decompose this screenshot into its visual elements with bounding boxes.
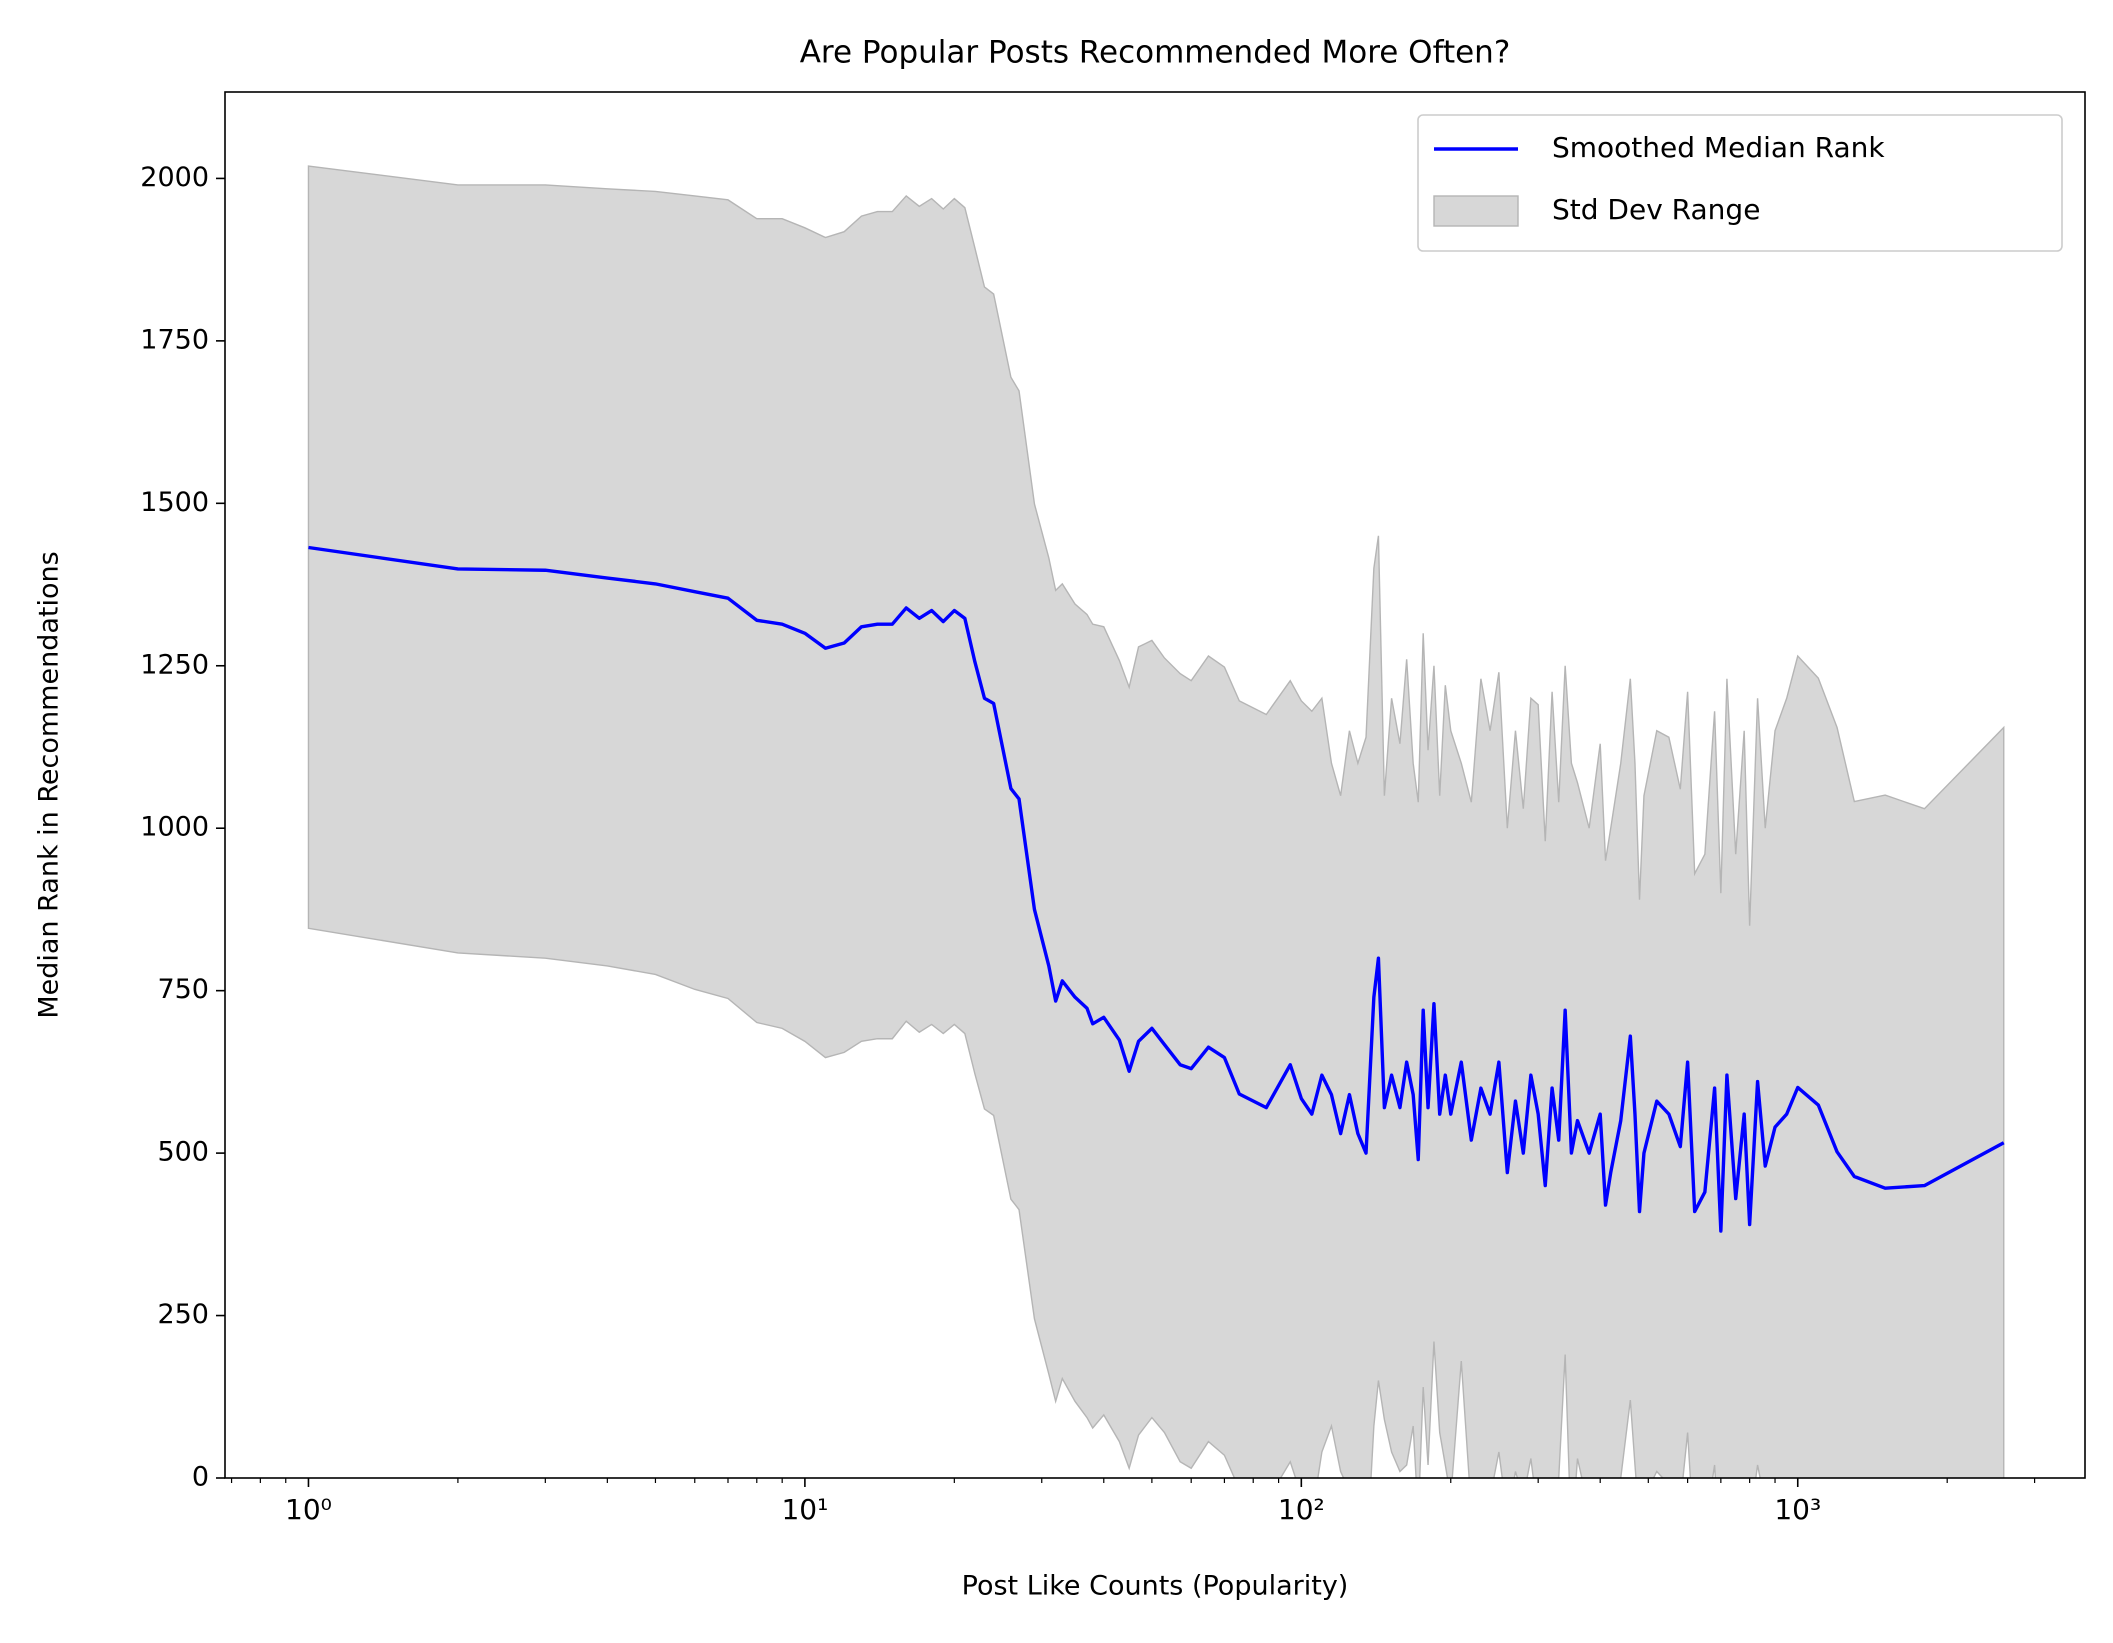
y-tick-label: 1500 bbox=[140, 487, 209, 518]
y-tick-label: 750 bbox=[157, 974, 209, 1005]
x-tick-label: 10² bbox=[1278, 1493, 1325, 1526]
y-tick-label: 1750 bbox=[140, 324, 209, 355]
x-tick-label: 10³ bbox=[1774, 1493, 1821, 1526]
y-tick-label: 0 bbox=[192, 1462, 209, 1493]
x-axis-label: Post Like Counts (Popularity) bbox=[962, 1571, 1349, 1602]
y-tick-label: 2000 bbox=[140, 162, 209, 193]
chart-title: Are Popular Posts Recommended More Often… bbox=[800, 35, 1511, 71]
plot-area bbox=[307, 165, 2005, 1478]
legend-swatch bbox=[1433, 195, 1519, 227]
median-line bbox=[308, 545, 2005, 1233]
x-tick-label: 10¹ bbox=[781, 1493, 828, 1526]
std-band bbox=[307, 165, 2005, 1478]
legend-box bbox=[1417, 114, 2063, 252]
y-tick-label: 250 bbox=[157, 1299, 209, 1330]
legend-label: Std Dev Range bbox=[1552, 193, 1760, 226]
y-tick-label: 500 bbox=[157, 1137, 209, 1168]
y-tick-label: 1000 bbox=[140, 812, 209, 843]
x-tick-label: 10⁰ bbox=[285, 1493, 332, 1526]
axes-frame bbox=[224, 91, 2086, 1479]
y-axis-label: Median Rank in Recommendations bbox=[34, 551, 65, 1018]
legend-label: Smoothed Median Rank bbox=[1552, 131, 1885, 164]
y-tick-label: 1250 bbox=[140, 649, 209, 680]
